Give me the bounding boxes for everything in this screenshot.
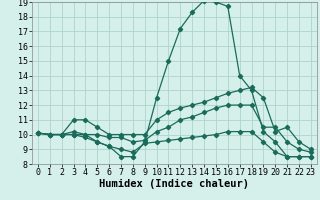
X-axis label: Humidex (Indice chaleur): Humidex (Indice chaleur) xyxy=(100,179,249,189)
